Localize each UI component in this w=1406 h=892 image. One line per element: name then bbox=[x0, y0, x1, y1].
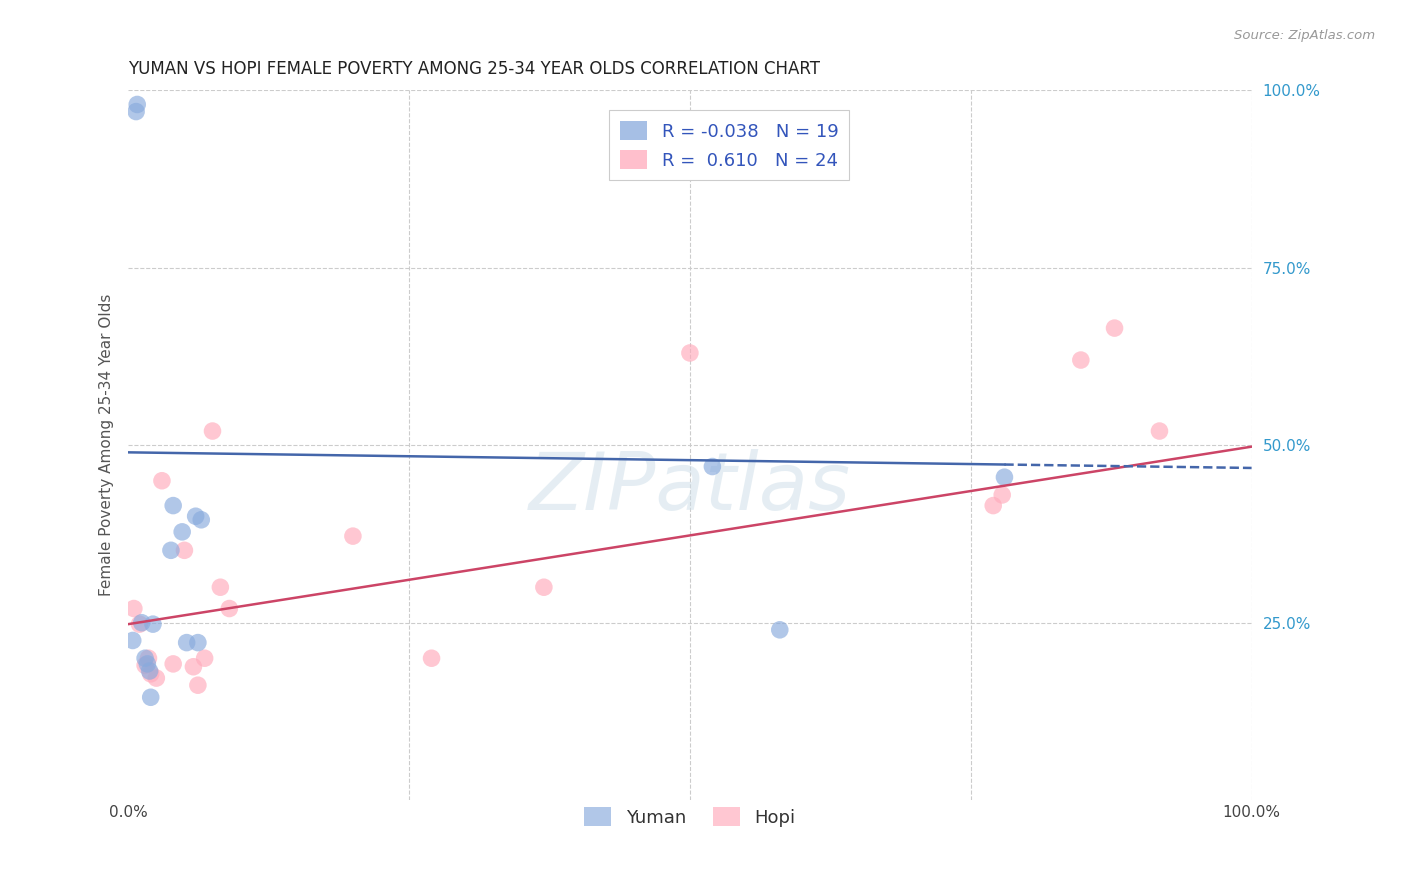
Point bbox=[121, 633, 143, 648]
Point bbox=[981, 499, 1004, 513]
Point bbox=[138, 664, 160, 678]
Point bbox=[139, 666, 162, 681]
Point bbox=[201, 424, 224, 438]
Point bbox=[138, 651, 160, 665]
Point bbox=[1070, 353, 1092, 368]
Point bbox=[150, 474, 173, 488]
Point bbox=[128, 617, 150, 632]
Point bbox=[1104, 321, 1126, 335]
Point bbox=[184, 509, 207, 524]
Point bbox=[125, 104, 148, 119]
Point bbox=[342, 529, 364, 543]
Point bbox=[993, 470, 1015, 484]
Point bbox=[176, 635, 198, 649]
Point bbox=[533, 580, 555, 594]
Point bbox=[679, 346, 702, 360]
Point bbox=[1149, 424, 1171, 438]
Y-axis label: Female Poverty Among 25-34 Year Olds: Female Poverty Among 25-34 Year Olds bbox=[100, 294, 114, 597]
Point bbox=[162, 499, 184, 513]
Point bbox=[173, 543, 195, 558]
Point bbox=[160, 543, 183, 558]
Point bbox=[172, 524, 194, 539]
Point bbox=[145, 671, 167, 685]
Point bbox=[136, 657, 159, 671]
Point bbox=[134, 658, 156, 673]
Point bbox=[190, 513, 212, 527]
Point bbox=[194, 651, 217, 665]
Legend: Yuman, Hopi: Yuman, Hopi bbox=[576, 799, 803, 834]
Text: YUMAN VS HOPI FEMALE POVERTY AMONG 25-34 YEAR OLDS CORRELATION CHART: YUMAN VS HOPI FEMALE POVERTY AMONG 25-34… bbox=[128, 60, 820, 78]
Point bbox=[991, 488, 1014, 502]
Point bbox=[187, 678, 209, 692]
Point bbox=[134, 651, 156, 665]
Point bbox=[769, 623, 792, 637]
Point bbox=[209, 580, 232, 594]
Point bbox=[702, 459, 724, 474]
Point bbox=[127, 97, 149, 112]
Point bbox=[122, 601, 145, 615]
Point bbox=[187, 635, 209, 649]
Point bbox=[131, 615, 153, 630]
Point bbox=[139, 690, 162, 705]
Point bbox=[218, 601, 240, 615]
Point bbox=[420, 651, 443, 665]
Text: Source: ZipAtlas.com: Source: ZipAtlas.com bbox=[1234, 29, 1375, 42]
Text: ZIPatlas: ZIPatlas bbox=[529, 449, 851, 527]
Point bbox=[142, 617, 165, 632]
Point bbox=[183, 659, 205, 673]
Point bbox=[162, 657, 184, 671]
